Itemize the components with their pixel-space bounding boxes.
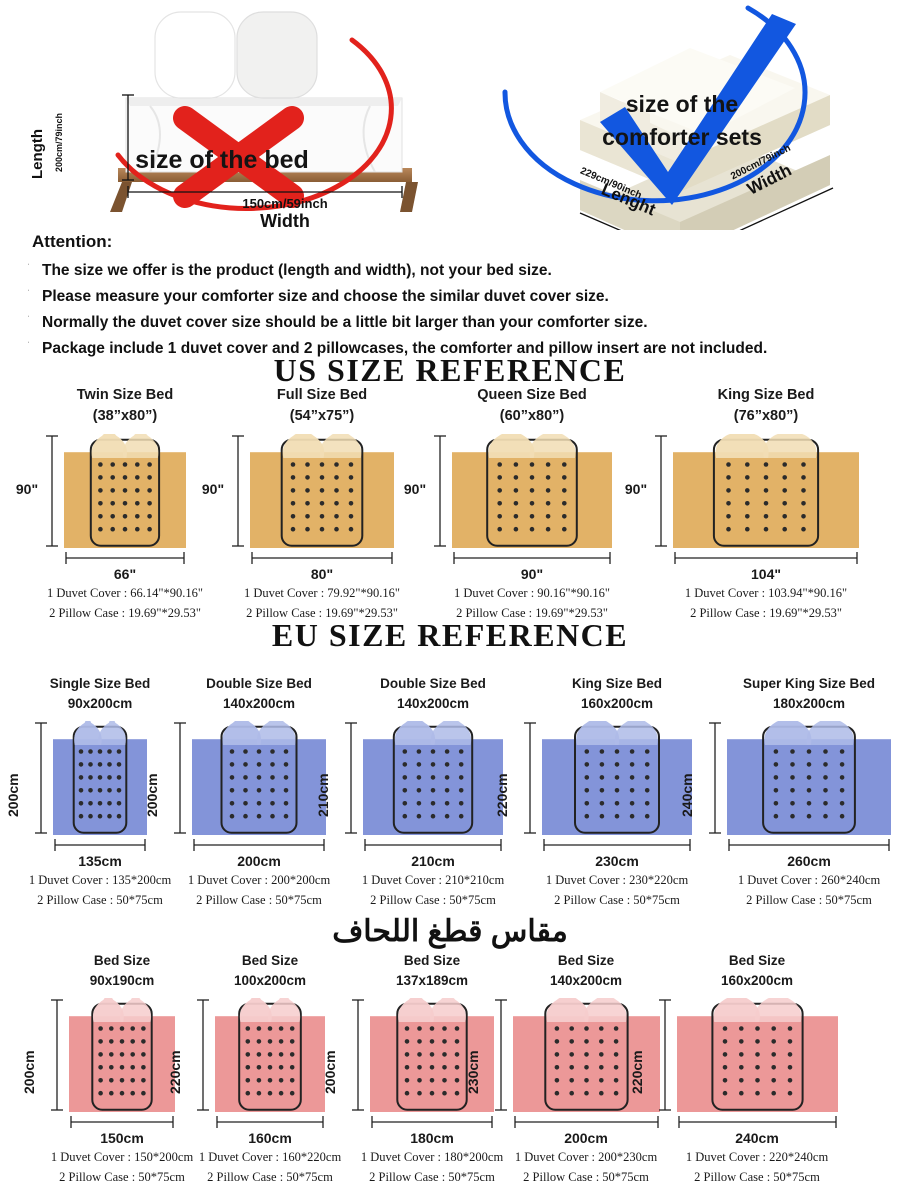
svg-text:size of the: size of the bbox=[626, 91, 738, 117]
svg-text:size of the bed: size of the bed bbox=[135, 146, 309, 174]
svg-text:comforter sets: comforter sets bbox=[602, 124, 762, 150]
